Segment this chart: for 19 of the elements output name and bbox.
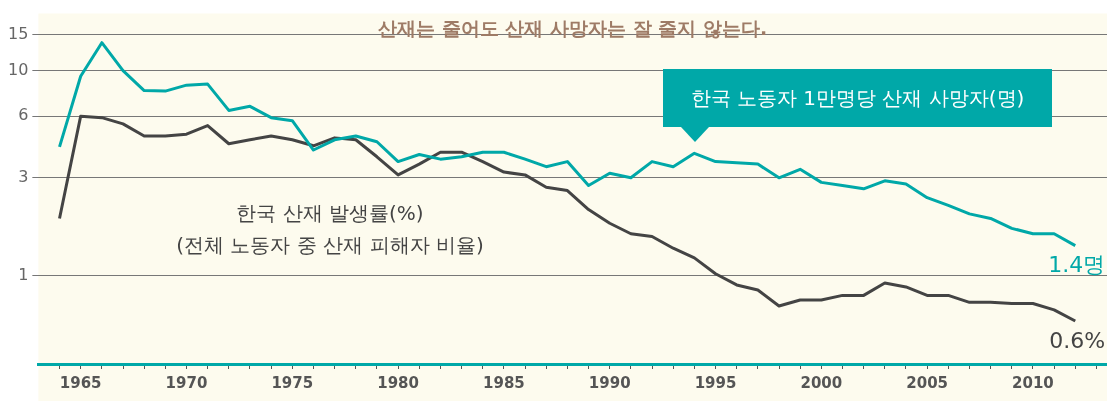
x-tick-label: 1995: [694, 373, 737, 392]
x-tick-label: 2010: [1012, 373, 1054, 392]
y-tick-label: 6: [18, 105, 29, 125]
x-tick-label: 1985: [483, 373, 525, 392]
x-tick-label: 2005: [906, 373, 948, 392]
x-tick-label: 1970: [165, 373, 208, 392]
y-tick-label: 10: [8, 59, 29, 79]
series-label: 한국 산재 발생률(%) (전체 노동자 중 산재 피해자 비율): [176, 201, 484, 258]
data-label: 0.6%: [1049, 327, 1106, 353]
x-tick-label: 1980: [377, 373, 419, 392]
y-tick-label: 15: [8, 23, 29, 43]
x-tick-label: 1965: [59, 373, 102, 392]
x-tick-label: 1975: [271, 373, 314, 392]
x-tick-label: 2000: [800, 373, 843, 392]
y-tick-label: 3: [18, 166, 29, 186]
data-label: 1.4명: [1048, 252, 1106, 278]
x-tick-label: 1990: [588, 373, 631, 392]
chart-title: 산재는 줄어도 산재 사망자는 잘 줄지 않는다.: [378, 16, 768, 39]
y-tick-label: 1: [18, 264, 29, 284]
